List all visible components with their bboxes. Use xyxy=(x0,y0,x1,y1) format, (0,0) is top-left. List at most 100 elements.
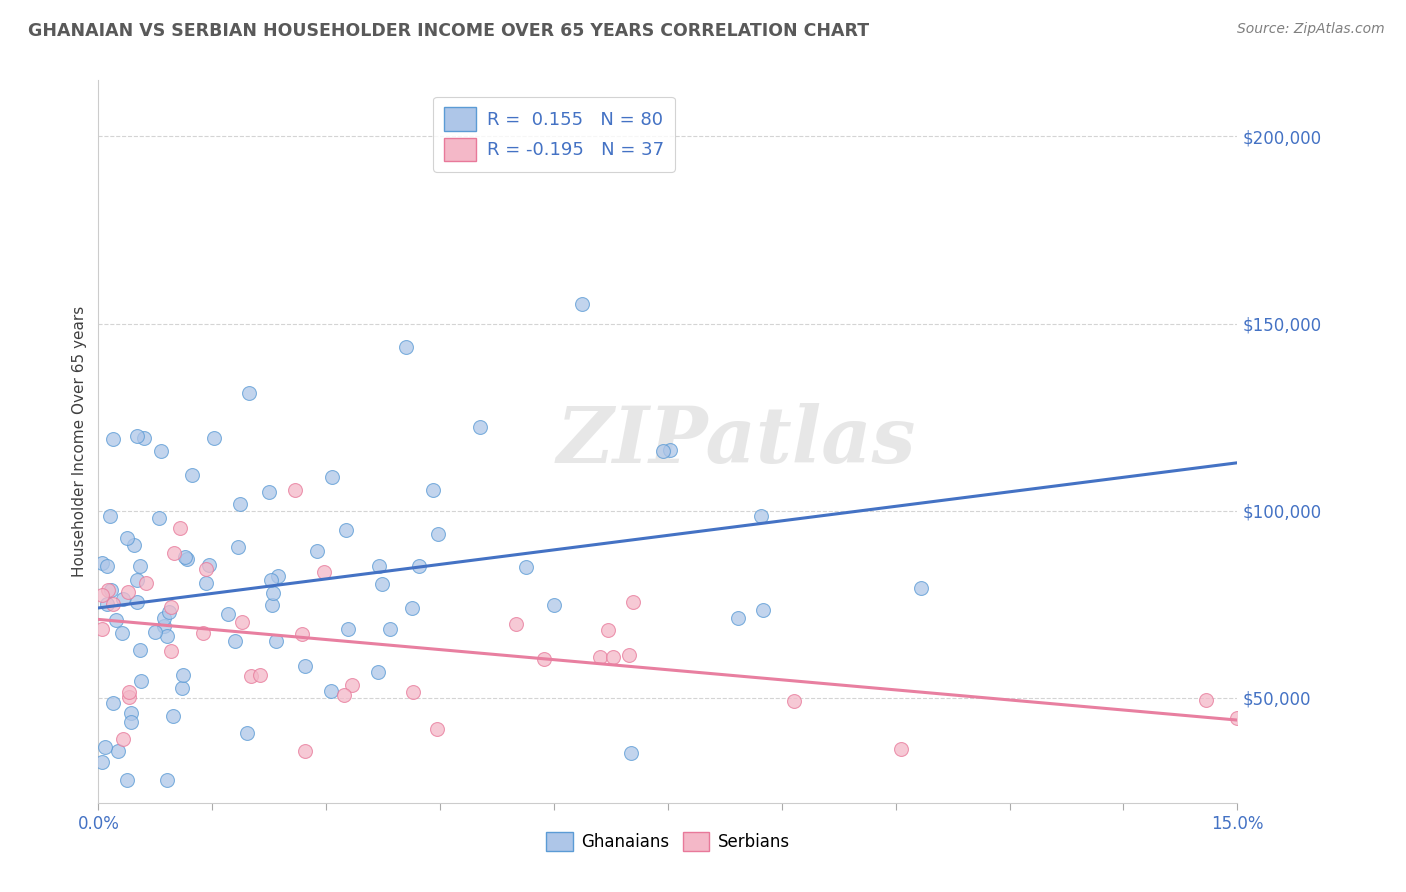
Point xyxy=(153,611,176,625)
Point xyxy=(335,524,357,538)
Point xyxy=(294,659,316,673)
Point xyxy=(163,546,186,560)
Point xyxy=(118,685,141,699)
Point xyxy=(122,538,145,552)
Point xyxy=(314,565,336,579)
Point xyxy=(120,706,142,720)
Point xyxy=(621,595,644,609)
Point xyxy=(120,715,142,730)
Point xyxy=(197,558,219,572)
Point xyxy=(395,341,418,355)
Point xyxy=(176,552,198,566)
Point xyxy=(91,622,114,636)
Point xyxy=(910,581,932,595)
Point xyxy=(100,583,122,598)
Point xyxy=(340,678,363,692)
Point xyxy=(515,559,537,574)
Point xyxy=(598,624,620,638)
Point xyxy=(96,597,118,611)
Point xyxy=(651,444,673,458)
Point xyxy=(156,629,179,643)
Point xyxy=(172,668,194,682)
Point xyxy=(231,615,253,629)
Point xyxy=(1226,711,1249,725)
Point xyxy=(240,669,263,683)
Point xyxy=(422,483,444,497)
Point xyxy=(505,616,527,631)
Point xyxy=(368,559,391,574)
Point xyxy=(291,627,314,641)
Point xyxy=(135,576,157,591)
Point xyxy=(620,746,643,760)
Point xyxy=(125,594,148,608)
Point xyxy=(160,600,183,615)
Point xyxy=(118,690,141,705)
Point xyxy=(156,773,179,788)
Point xyxy=(782,694,804,708)
Point xyxy=(193,625,215,640)
Point xyxy=(408,559,430,574)
Point xyxy=(470,420,492,434)
Point xyxy=(169,521,191,535)
Point xyxy=(112,591,135,606)
Point xyxy=(91,755,114,769)
Point xyxy=(125,429,148,443)
Point xyxy=(101,696,124,710)
Point xyxy=(97,582,120,597)
Text: GHANAIAN VS SERBIAN HOUSEHOLDER INCOME OVER 65 YEARS CORRELATION CHART: GHANAIAN VS SERBIAN HOUSEHOLDER INCOME O… xyxy=(28,22,869,40)
Point xyxy=(337,622,360,636)
Point xyxy=(401,600,423,615)
Point xyxy=(224,634,246,648)
Point xyxy=(260,573,283,587)
Point xyxy=(115,773,138,788)
Point xyxy=(333,688,356,702)
Point xyxy=(238,385,260,400)
Point xyxy=(117,585,139,599)
Point xyxy=(105,613,128,627)
Point xyxy=(307,544,329,558)
Point xyxy=(321,683,343,698)
Point xyxy=(262,586,284,600)
Point xyxy=(380,623,402,637)
Point xyxy=(571,297,593,311)
Point xyxy=(91,588,114,602)
Point xyxy=(217,607,239,622)
Y-axis label: Householder Income Over 65 years: Householder Income Over 65 years xyxy=(72,306,87,577)
Point xyxy=(107,744,129,758)
Point xyxy=(226,540,249,554)
Point xyxy=(174,549,197,564)
Point xyxy=(132,431,155,445)
Point xyxy=(152,619,174,633)
Point xyxy=(602,649,624,664)
Point xyxy=(658,443,681,458)
Point xyxy=(172,681,194,695)
Point xyxy=(751,509,773,524)
Point xyxy=(617,648,640,663)
Point xyxy=(111,732,134,747)
Point xyxy=(117,531,139,545)
Legend: Ghanaians, Serbians: Ghanaians, Serbians xyxy=(537,823,799,860)
Point xyxy=(143,624,166,639)
Point xyxy=(267,569,290,583)
Point xyxy=(426,723,449,737)
Point xyxy=(589,649,612,664)
Point xyxy=(257,484,280,499)
Point xyxy=(127,573,149,587)
Point xyxy=(402,685,425,699)
Point xyxy=(890,741,912,756)
Point xyxy=(101,433,124,447)
Point xyxy=(128,559,150,574)
Point xyxy=(321,470,343,484)
Point xyxy=(148,511,170,525)
Point xyxy=(111,625,134,640)
Point xyxy=(370,577,392,591)
Point xyxy=(236,726,259,740)
Point xyxy=(752,603,775,617)
Point xyxy=(91,557,114,571)
Point xyxy=(249,668,271,682)
Point xyxy=(150,443,173,458)
Point xyxy=(194,562,217,576)
Point xyxy=(129,642,152,657)
Point xyxy=(180,467,202,482)
Text: Source: ZipAtlas.com: Source: ZipAtlas.com xyxy=(1237,22,1385,37)
